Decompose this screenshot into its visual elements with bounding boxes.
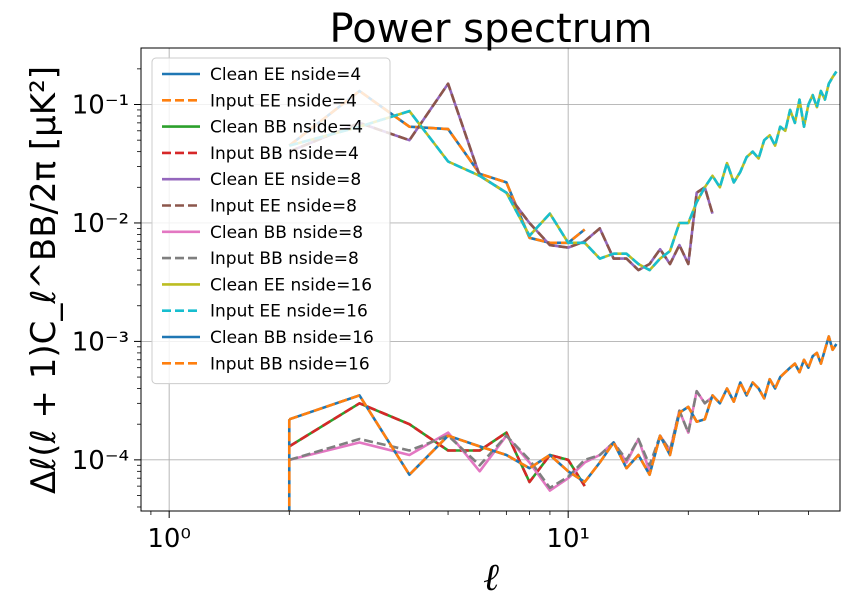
- y-tick-label: 10⁻¹: [72, 91, 129, 121]
- legend-label: Input EE nside=16: [210, 302, 368, 322]
- legend-label: Input EE nside=8: [210, 197, 357, 217]
- series-line-input-bb-nside-4: [288, 401, 586, 487]
- legend-label: Clean EE nside=8: [210, 170, 361, 190]
- minor-ticks: [137, 68, 809, 515]
- y-axis-label: Δℓ(ℓ + 1)C_ℓ^BB/2π [μK²]: [24, 66, 64, 494]
- legend-label: Input EE nside=4: [210, 91, 357, 111]
- y-tick-label: 10⁻³: [72, 327, 129, 357]
- chart-title: Power spectrum: [330, 6, 653, 52]
- legend-label: Clean BB nside=4: [210, 118, 363, 138]
- legend-label: Clean EE nside=4: [210, 65, 361, 85]
- legend: Clean EE nside=4 Input EE nside=4 Clean BB…: [151, 57, 391, 385]
- x-tick-label: 10¹: [546, 524, 590, 554]
- series-line-input-ee-nside-8: [288, 82, 714, 272]
- legend-label: Input BB nside=4: [210, 144, 359, 164]
- legend-label: Clean BB nside=16: [210, 328, 374, 348]
- legend-label: Input BB nside=16: [210, 354, 370, 374]
- series-line-input-ee-nside-16: [288, 70, 838, 272]
- x-axis-label: ℓ: [483, 555, 499, 599]
- legend-label: Clean EE nside=16: [210, 275, 372, 295]
- series-line-input-bb-nside-16: [288, 335, 838, 484]
- axis-ticks: 10⁰ 10¹ 10⁻⁴ 10⁻³ 10⁻² 10⁻¹: [72, 91, 590, 554]
- series-line-input-bb-nside-8: [288, 389, 714, 490]
- plot-frame: [140, 47, 841, 512]
- x-tick-label: 10⁰: [147, 524, 191, 554]
- y-tick-label: 10⁻⁴: [72, 446, 129, 476]
- legend-box: [151, 57, 391, 385]
- data-series: [287, 70, 838, 511]
- legend-label: Input BB nside=8: [210, 249, 359, 269]
- legend-label: Clean BB nside=8: [210, 223, 363, 243]
- y-tick-label: 10⁻²: [72, 209, 129, 239]
